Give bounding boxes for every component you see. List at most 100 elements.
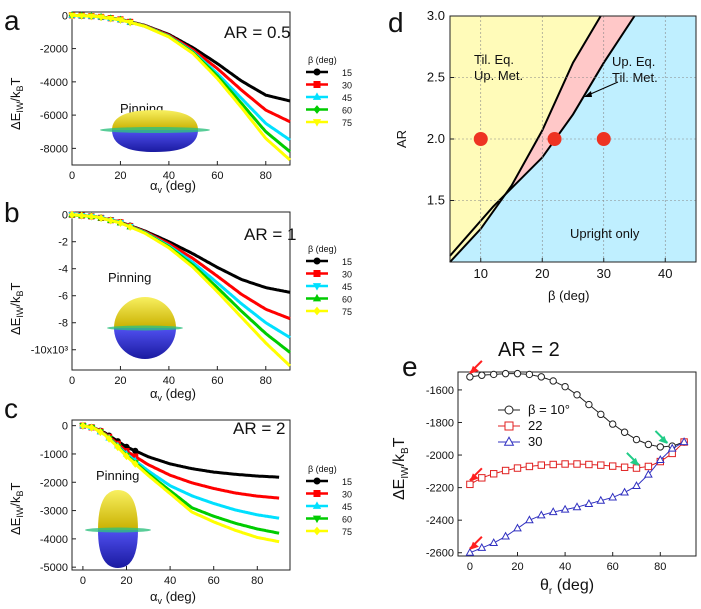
- panel-e-series-point: [656, 443, 664, 451]
- panel-b-series-point: [117, 219, 124, 227]
- panel-a-plot-frame: [71, 11, 291, 166]
- panel-b-legend-label: 45: [342, 282, 352, 292]
- panel-d-data-point: [596, 132, 611, 146]
- panel-a-title: AR = 0.5: [224, 23, 291, 42]
- panel-c-xtick-label: 40: [164, 575, 176, 587]
- panel-b-xlabel: αv (deg): [150, 386, 196, 403]
- panel-c-series-point: [88, 423, 95, 432]
- panel-e-xtick-label: 0: [467, 561, 473, 573]
- panel-e-plot-frame: [457, 371, 697, 557]
- panel-e-legend-label: 30: [528, 434, 542, 449]
- panel-e-series-point: [561, 460, 569, 468]
- panel-e-series-point: [477, 542, 487, 551]
- panel-a-xtick-label: 60: [211, 170, 223, 182]
- panel-b-series-point: [68, 210, 76, 219]
- panel-a-legend-label: 45: [342, 93, 352, 103]
- panel-e-arrow-head: [469, 365, 479, 374]
- panel-e-ylabel: ΔEIW/kBT: [391, 437, 411, 500]
- panel-a-series-point: [87, 13, 96, 21]
- region-label-til-eq: Til. Eq.: [474, 52, 514, 67]
- panel-c-legend-label: 75: [342, 527, 352, 537]
- panel-c-ytick-label: -4000: [40, 534, 68, 546]
- panel-e-legend-marker: [503, 436, 515, 446]
- panel-e-series-point: [620, 428, 629, 436]
- panel-d-pointer-arrowhead: [584, 91, 592, 97]
- panel-b-ytick-label: -4: [58, 264, 68, 276]
- panel-c-xtick-label: 20: [120, 575, 132, 587]
- region-label-til-eq: Up. Met.: [474, 68, 523, 83]
- panel-e-series-point: [620, 487, 629, 496]
- panel-e-legend-label: 22: [528, 418, 542, 433]
- panel-c-series-point: [132, 447, 139, 454]
- panel-e-xtick-label: 20: [511, 561, 523, 573]
- panel-c-title: AR = 2: [233, 419, 285, 438]
- panel-c-series-point: [105, 434, 113, 443]
- panel-a-legend-label: 30: [342, 81, 352, 91]
- panel-e-ytick-label: -2400: [426, 515, 454, 527]
- panel-b-xtick-label: 80: [260, 375, 272, 387]
- panel-c-series-line-75: [82, 424, 280, 544]
- panel-e-xlabel: θr (deg): [540, 577, 594, 597]
- panel-e-series-point: [490, 370, 498, 379]
- panel-d-ytick-label: 2.0: [427, 131, 445, 146]
- panel-b-inset-label: Pinning: [108, 270, 151, 285]
- panel-d-xtick-label: 20: [535, 266, 549, 281]
- panel-a-series-point: [126, 19, 134, 27]
- panel-d-xtick-label: 10: [474, 266, 488, 281]
- panel-b-particle-inset: [107, 297, 183, 359]
- panel-e-arrow: [654, 430, 669, 444]
- panel-e-letter: e: [402, 351, 418, 382]
- panel-b-ytick-label: -10x10³: [31, 345, 69, 357]
- panel-c-legend-marker: [312, 515, 322, 524]
- panel-b-series-point: [88, 212, 95, 221]
- panel-a-letter: a: [4, 5, 20, 36]
- panel-c-legend-label: 60: [342, 515, 352, 525]
- panel-b-xtick-label: 40: [163, 375, 175, 387]
- panel-e-series-point: [584, 499, 594, 507]
- panel-e-xtick-label: 40: [559, 561, 571, 573]
- panel-d-xtick-label: 30: [597, 266, 611, 281]
- panel-e-series-point: [620, 463, 629, 471]
- panel-a-legend-marker: [312, 92, 322, 100]
- panel-c-series-point: [131, 460, 139, 468]
- panel-c-ytick-label: -2000: [40, 477, 68, 489]
- panel-b-ytick-label: -6: [58, 291, 68, 303]
- panel-b-ytick-label: -8: [58, 318, 68, 330]
- panel-c-plot-frame: [71, 419, 291, 571]
- panel-c-legend-label: 15: [342, 477, 352, 487]
- panel-d-ytick-label: 2.5: [427, 70, 445, 85]
- panel-a-legend-label: 60: [342, 106, 352, 116]
- panel-b-legend-title: β (deg): [308, 244, 337, 254]
- region-label-up-eq: Til. Met.: [612, 70, 658, 85]
- panel-a-ytick-label: -2000: [40, 44, 68, 56]
- panel-a-legend-marker: [312, 119, 322, 127]
- panel-d-data-point: [473, 132, 488, 146]
- panel-e-series-point: [490, 470, 498, 478]
- panel-c-legend-label: 30: [342, 490, 352, 500]
- panel-c-series-point: [114, 443, 122, 452]
- panel-a-legend-label: 75: [342, 118, 352, 128]
- panel-e-series-point: [525, 370, 534, 379]
- panel-b-letter: b: [4, 197, 20, 228]
- panel-e-legend-label: β = 10°: [528, 402, 570, 417]
- panel-b-series-point: [107, 216, 115, 225]
- panel-e-ytick-label: -1600: [426, 385, 454, 397]
- panel-a-series-point: [68, 12, 76, 20]
- panel-e-legend-marker: [504, 421, 514, 431]
- panel-e-series-point: [597, 461, 605, 469]
- panel-e-series-point: [632, 435, 641, 444]
- panel-e-series-point: [536, 510, 546, 519]
- panel-b-legend-marker: [312, 283, 322, 291]
- panel-e-series-point: [632, 481, 641, 490]
- panel-e-series-point: [573, 391, 581, 399]
- panel-c-series-point: [79, 421, 87, 430]
- panel-e-series-point: [513, 369, 522, 378]
- panel-c-ylabel: ΔEIW/kBT: [8, 483, 25, 536]
- panel-a-particle-inset: [100, 110, 210, 152]
- panel-e-series-point: [465, 547, 475, 556]
- panel-b-legend-label: 30: [342, 270, 352, 280]
- panel-e-ytick-label: -1800: [426, 417, 454, 429]
- panel-e-series-point: [667, 443, 677, 452]
- panel-e-series-point: [549, 377, 557, 385]
